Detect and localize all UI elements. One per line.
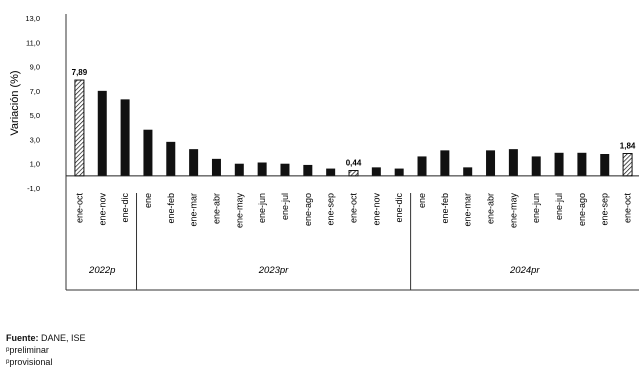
- y-tick-label: 13,0: [25, 14, 40, 23]
- bar: [303, 164, 313, 176]
- bar: [417, 156, 427, 176]
- bar: [211, 158, 221, 176]
- bar: [326, 168, 336, 176]
- bar: [97, 90, 107, 176]
- y-tick-label: 3,0: [30, 135, 40, 144]
- bar-highlighted: [74, 79, 85, 177]
- bar: [463, 167, 473, 176]
- x-tick-label: ene-may: [234, 192, 244, 228]
- y-tick-label: 5,0: [30, 111, 40, 120]
- x-tick-label: ene-mar: [189, 193, 199, 227]
- y-tick-label: -1,0: [27, 184, 40, 193]
- bar: [394, 168, 404, 176]
- bar: [554, 152, 564, 176]
- bar: [440, 150, 450, 176]
- bar: [508, 149, 518, 176]
- bar: [531, 156, 541, 176]
- bar: [257, 162, 267, 176]
- x-tick-label: ene-nov: [371, 193, 381, 226]
- x-tick-label: ene-oct: [349, 193, 359, 224]
- x-tick-label: ene: [417, 193, 427, 208]
- x-tick-label: ene-dic: [394, 193, 404, 223]
- bar: [280, 163, 290, 176]
- bar: [166, 141, 176, 176]
- bar: [600, 154, 610, 176]
- x-tick-label: ene-jul: [280, 193, 290, 220]
- bar: [371, 167, 381, 176]
- group-label: 2022p: [88, 265, 115, 276]
- group-label: 2023pr: [258, 265, 289, 276]
- data-label: 7,89: [72, 68, 88, 77]
- x-tick-label: ene-feb: [166, 193, 176, 224]
- x-tick-label: ene-oct: [623, 193, 633, 224]
- x-tick-label: ene-ago: [577, 193, 587, 226]
- x-tick-label: ene-may: [508, 193, 518, 229]
- bar: [120, 99, 130, 176]
- x-tick-label: ene-nov: [97, 193, 107, 226]
- y-tick-label: 7,0: [30, 87, 40, 96]
- x-tick-label: ene-oct: [74, 193, 84, 224]
- y-tick-label: 1,0: [30, 160, 40, 169]
- y-tick-label: 9,0: [30, 63, 40, 72]
- footnote-preliminary: ᵖpreliminar: [6, 345, 49, 355]
- x-tick-label: ene-dic: [120, 193, 130, 223]
- bar: [143, 129, 153, 176]
- bar: [577, 152, 587, 176]
- source-note: Fuente: DANE, ISE: [6, 333, 86, 343]
- bar-highlighted: [622, 153, 633, 177]
- x-tick-label: ene-sep: [326, 193, 336, 226]
- x-tick-label: ene-abr: [486, 193, 496, 224]
- x-tick-label: ene-ago: [303, 193, 313, 226]
- data-label: 1,84: [620, 142, 636, 151]
- bar: [486, 150, 496, 176]
- x-tick-label: ene-jun: [257, 193, 267, 223]
- x-tick-label: ene-jul: [554, 193, 564, 220]
- x-tick-label: ene-jun: [531, 193, 541, 223]
- group-label: 2024pr: [509, 265, 540, 276]
- data-label: 0,44: [346, 159, 362, 168]
- x-tick-label: ene-abr: [211, 193, 221, 224]
- footnote-provisional: ᵖprovisional: [6, 357, 53, 367]
- x-tick-label: ene-feb: [440, 193, 450, 224]
- y-axis-label: Variación (%): [9, 70, 21, 135]
- x-tick-label: ene-mar: [463, 193, 473, 227]
- bar: [234, 163, 244, 176]
- y-tick-label: 11,0: [26, 38, 40, 47]
- bar: [189, 149, 199, 176]
- x-tick-label: ene-sep: [600, 193, 610, 226]
- x-tick-label: ene: [143, 193, 153, 208]
- bar-highlighted: [348, 170, 359, 177]
